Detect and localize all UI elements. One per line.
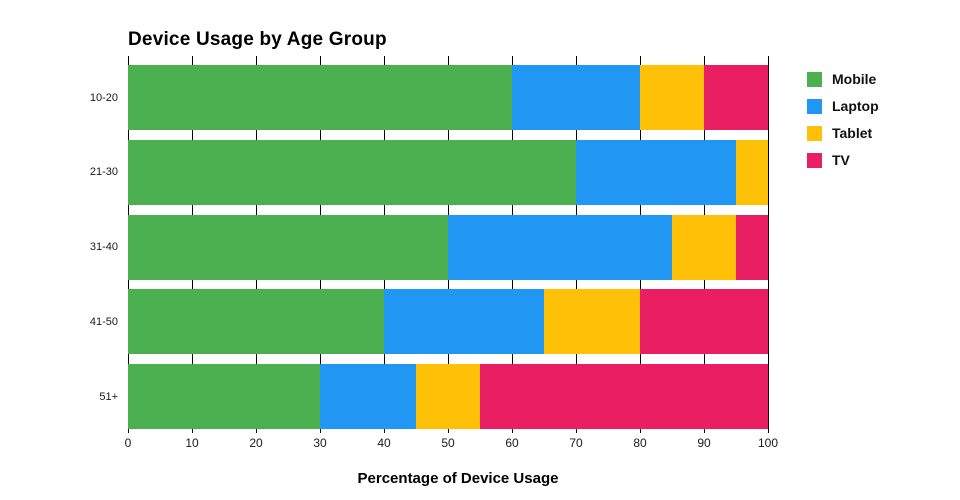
y-axis-label: 10-20 (89, 91, 118, 104)
bar-segment-laptop[interactable] (576, 139, 736, 205)
legend-item-tv[interactable]: TV (807, 152, 879, 168)
bar-row-10-20 (128, 65, 768, 130)
bar-segment-tablet[interactable] (544, 289, 640, 355)
bar-row-41-50 (128, 289, 768, 355)
legend-label: TV (832, 152, 850, 168)
legend-item-laptop[interactable]: Laptop (807, 98, 879, 114)
x-tick-label: 70 (569, 436, 583, 450)
bar-segment-laptop[interactable] (320, 364, 416, 429)
legend-swatch (807, 152, 822, 168)
x-axis-title: Percentage of Device Usage (357, 470, 559, 487)
bar-series-container (128, 65, 768, 429)
legend-label: Mobile (832, 71, 877, 87)
bar-segment-mobile[interactable] (128, 139, 576, 205)
y-axis-label: 51+ (99, 390, 118, 403)
bar-segment-tablet[interactable] (640, 65, 704, 130)
bar-row-31-40 (128, 214, 768, 280)
y-axis-label: 21-30 (89, 166, 118, 179)
chart-title: Device Usage by Age Group (128, 29, 387, 50)
bar-segment-laptop[interactable] (384, 289, 544, 355)
gridline (767, 56, 769, 433)
x-tick-label: 40 (377, 436, 391, 450)
bar-segment-tablet[interactable] (416, 364, 480, 429)
x-tick-label: 10 (185, 436, 199, 450)
x-tick-label: 30 (313, 436, 327, 450)
bar-segment-mobile[interactable] (128, 364, 320, 429)
bar-segment-tv[interactable] (736, 214, 768, 280)
x-tick-label: 20 (249, 436, 263, 450)
x-tick-label: 80 (633, 436, 647, 450)
bar-segment-tv[interactable] (640, 289, 768, 355)
bar-segment-mobile[interactable] (128, 214, 448, 280)
bar-segment-tablet[interactable] (736, 139, 768, 205)
x-tick-label: 100 (757, 436, 779, 450)
x-tick-label: 0 (124, 436, 132, 450)
x-tick-label: 90 (697, 436, 711, 450)
bar-segment-laptop[interactable] (448, 214, 672, 280)
legend-swatch (807, 71, 822, 87)
legend: Mobile Laptop Tablet TV (807, 71, 879, 179)
y-axis-label: 41-50 (89, 315, 118, 328)
x-tick-label: 60 (505, 436, 519, 450)
bar-segment-laptop[interactable] (512, 65, 640, 130)
legend-label: Tablet (832, 125, 873, 141)
y-axis-labels: 10-20 21-30 31-40 41-50 51+ (0, 65, 118, 429)
legend-swatch (807, 98, 822, 114)
bar-segment-tablet[interactable] (672, 214, 736, 280)
legend-swatch (807, 125, 822, 141)
x-tick-label: 50 (441, 436, 455, 450)
bar-row-21-30 (128, 139, 768, 205)
legend-item-tablet[interactable]: Tablet (807, 125, 879, 141)
bar-row-51+ (128, 364, 768, 429)
bar-segment-tv[interactable] (704, 65, 768, 130)
bar-segment-tv[interactable] (480, 364, 768, 429)
bar-segment-mobile[interactable] (128, 65, 512, 130)
legend-label: Laptop (832, 98, 879, 114)
y-axis-label: 31-40 (89, 241, 118, 253)
bar-segment-mobile[interactable] (128, 289, 384, 355)
legend-item-mobile[interactable]: Mobile (807, 71, 879, 87)
